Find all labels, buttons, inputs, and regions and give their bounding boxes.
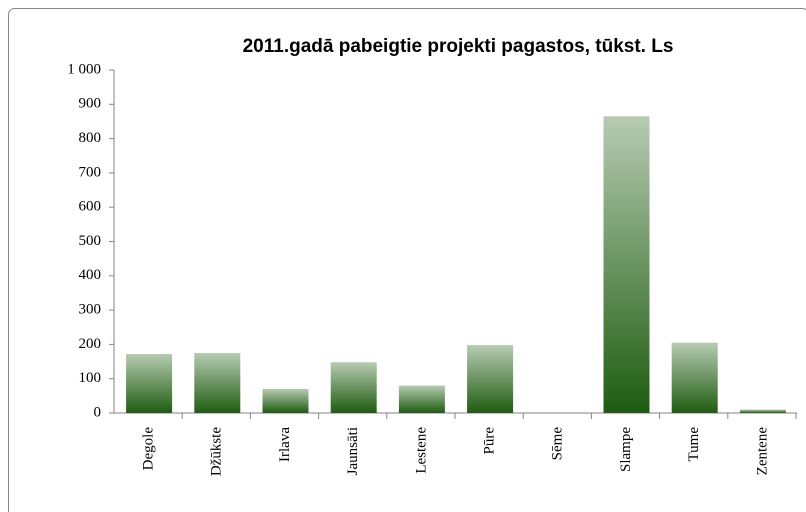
bar [467,345,514,413]
bar [330,362,377,413]
x-tick-label: Pūre [482,427,498,455]
y-tick-label: 800 [79,130,102,146]
x-tick-label: Degole [141,427,157,471]
y-tick-label: 400 [79,267,102,283]
chart-title: 2011.gadā pabeigtie projekti pagastos, t… [243,36,674,57]
x-tick-label: Lestene [413,427,429,474]
y-tick-label: 1 000 [67,61,101,77]
bar [194,352,241,413]
y-tick-label: 300 [79,302,102,318]
x-tick-label: Sēme [550,427,566,461]
y-tick-label: 500 [79,233,102,249]
y-tick-label: 200 [79,336,102,352]
y-tick-label: 900 [79,96,102,112]
y-tick-label: 700 [79,164,102,180]
bar [671,342,718,413]
x-tick-label: Tume [686,427,702,462]
y-tick-label: 600 [79,199,102,215]
x-tick-label: Slampe [618,427,634,472]
bar [739,409,786,413]
x-tick-label: Jaunsāti [345,427,361,475]
bar [262,388,309,413]
bar [398,385,445,413]
bar [603,116,650,414]
x-tick-label: Džūkste [209,427,225,476]
y-tick-label: 0 [94,404,102,420]
bar [126,354,173,413]
y-tick-label: 100 [79,370,102,386]
x-tick-label: Irlava [277,427,293,462]
x-tick-label: Zentene [754,427,770,476]
